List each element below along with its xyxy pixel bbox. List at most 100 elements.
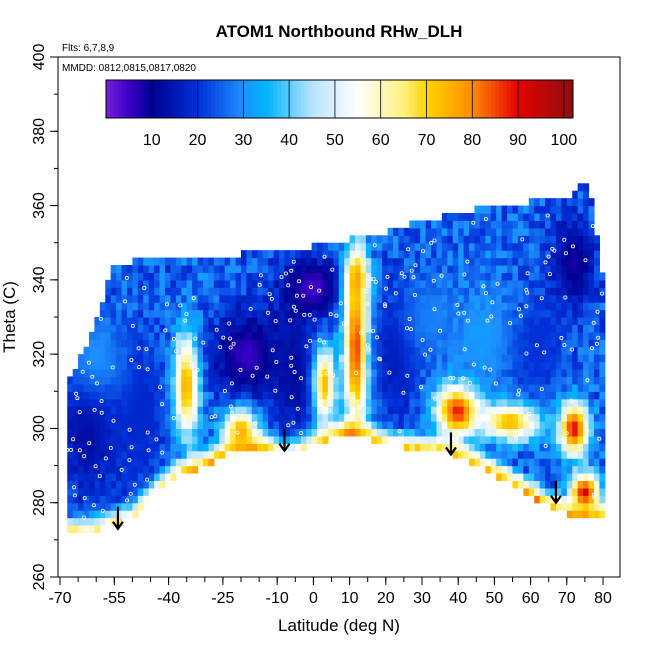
- heatmap-cell: [501, 242, 508, 251]
- heatmap-cell: [279, 279, 286, 288]
- colorbar-segment: [288, 80, 294, 118]
- observation-marker: [404, 326, 409, 331]
- heatmap-cell: [132, 324, 139, 333]
- x-tick-label: -55: [103, 590, 126, 607]
- heatmap-cell: [110, 413, 117, 422]
- heatmap-cell: [284, 398, 291, 407]
- heatmap-cell: [262, 265, 269, 274]
- heatmap-cell: [137, 302, 144, 311]
- surface-arrow: [550, 480, 562, 505]
- heatmap-cell: [577, 510, 584, 519]
- observation-marker: [130, 323, 135, 328]
- heatmap-cell: [479, 346, 486, 355]
- heatmap-cell: [333, 428, 340, 437]
- heatmap-cell: [262, 324, 269, 333]
- heatmap-cell: [99, 480, 106, 489]
- heatmap-cell: [458, 220, 465, 229]
- heatmap-cell: [246, 361, 253, 370]
- heatmap-cell: [300, 369, 307, 378]
- heatmap-cell: [300, 413, 307, 422]
- heatmap-cell: [572, 227, 579, 236]
- heatmap-cell: [132, 487, 139, 496]
- heatmap-cell: [512, 428, 519, 437]
- heatmap-cell: [132, 294, 139, 303]
- heatmap-cell: [496, 220, 503, 229]
- heatmap-cell: [441, 398, 448, 407]
- colorbar-segment: [491, 80, 496, 118]
- colorbar-segment: [207, 80, 212, 118]
- heatmap-cell: [295, 272, 302, 281]
- heatmap-cell: [262, 376, 269, 385]
- heatmap-cell: [197, 369, 204, 378]
- heatmap-cell: [436, 257, 443, 266]
- heatmap-cell: [376, 302, 383, 311]
- heatmap-cell: [110, 272, 117, 281]
- heatmap-cell: [257, 406, 264, 415]
- heatmap-cell: [116, 369, 123, 378]
- heatmap-cell: [279, 309, 286, 318]
- heatmap-cell: [441, 369, 448, 378]
- heatmap-cell: [317, 421, 324, 430]
- heatmap-cell: [355, 309, 362, 318]
- colorbar-segment: [304, 80, 309, 118]
- observation-marker: [516, 392, 521, 397]
- observation-marker: [191, 296, 196, 301]
- heatmap-cell: [398, 383, 405, 392]
- observation-marker: [550, 246, 555, 251]
- heatmap-cell: [251, 369, 258, 378]
- observation-marker: [334, 313, 339, 318]
- heatmap-cell: [577, 250, 584, 259]
- heatmap-cell: [246, 406, 253, 415]
- heatmap-cell: [550, 242, 557, 251]
- heatmap-cell: [463, 279, 470, 288]
- heatmap-cell: [577, 227, 584, 236]
- heatmap-cell: [577, 376, 584, 385]
- heatmap-cell: [121, 487, 128, 496]
- heatmap-cell: [148, 398, 155, 407]
- heatmap-cell: [170, 324, 177, 333]
- heatmap-cell: [154, 443, 161, 452]
- heatmap-cell: [539, 235, 546, 244]
- heatmap-cell: [257, 361, 264, 370]
- heatmap-cell: [593, 369, 600, 378]
- heatmap-cell: [181, 339, 188, 348]
- heatmap-cell: [599, 398, 606, 407]
- heatmap-cell: [208, 421, 215, 430]
- colorbar-segment: [113, 80, 119, 118]
- heatmap-cell: [83, 443, 90, 452]
- heatmap-cell: [365, 413, 372, 422]
- heatmap-cell: [398, 376, 405, 385]
- observation-marker: [184, 312, 189, 317]
- heatmap-cell: [517, 302, 524, 311]
- heatmap-cell: [360, 376, 367, 385]
- heatmap-cell: [485, 213, 492, 222]
- heatmap-cell: [512, 272, 519, 281]
- heatmap-cell: [539, 391, 546, 400]
- heatmap-cell: [517, 435, 524, 444]
- heatmap-cell: [523, 369, 530, 378]
- heatmap-cell: [110, 383, 117, 392]
- heatmap-cell: [175, 361, 182, 370]
- heatmap-cell: [224, 443, 231, 452]
- heatmap-cell: [284, 383, 291, 392]
- heatmap-cell: [545, 443, 552, 452]
- heatmap-cell: [99, 435, 106, 444]
- heatmap-cell: [148, 354, 155, 363]
- heatmap-cell: [268, 287, 275, 296]
- heatmap-cell: [528, 294, 535, 303]
- heatmap-cell: [485, 294, 492, 303]
- heatmap-cell: [387, 294, 394, 303]
- heatmap-cell: [78, 465, 85, 474]
- heatmap-cell: [528, 257, 535, 266]
- heatmap-cell: [534, 339, 541, 348]
- heatmap-cell: [88, 517, 95, 526]
- heatmap-cell: [333, 272, 340, 281]
- heatmap-cell: [355, 257, 362, 266]
- heatmap-cell: [143, 398, 150, 407]
- heatmap-cell: [517, 406, 524, 415]
- heatmap-cell: [159, 480, 166, 489]
- heatmap-cell: [175, 369, 182, 378]
- heatmap-cell: [279, 302, 286, 311]
- observation-marker: [326, 395, 331, 400]
- heatmap-cell: [507, 242, 514, 251]
